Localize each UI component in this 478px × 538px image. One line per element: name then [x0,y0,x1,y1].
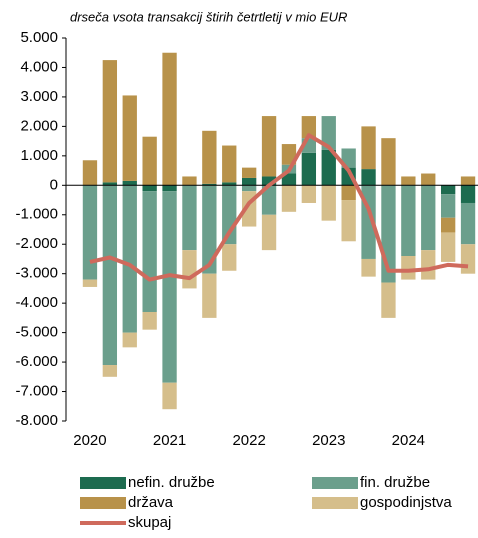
bar-segment [341,148,356,168]
bar-segment [460,185,476,203]
y-tick-label: -2.000 [15,235,58,252]
y-tick-label: 1.000 [20,147,58,164]
bar-segment [102,185,118,366]
legend-swatch [312,497,358,509]
bar-segment [440,232,456,262]
y-tick-label: -6.000 [15,353,58,370]
legend-swatch [80,477,126,489]
bar-segment [82,185,98,280]
bar-segment [162,191,177,383]
bar-segment [162,52,177,186]
bar-segment [182,185,197,251]
bar-segment [421,185,436,251]
bar-segment [460,244,476,274]
bar-segment [301,116,317,139]
bar-segment [381,138,396,186]
bar-segment [361,169,376,186]
bar-segment [162,382,177,410]
bar-segment [381,282,396,318]
y-tick-label: -3.000 [15,265,58,282]
bar-segment [301,152,317,186]
bar-segment [122,180,137,186]
bar-segment [321,116,336,150]
y-tick-label: -4.000 [15,294,58,311]
bar-segment [241,185,257,192]
bar-segment [421,173,436,186]
bar-segment [401,256,416,280]
chart-subtitle: drseča vsota transakcij štirih četrtleti… [70,9,347,24]
bar-segment [341,185,356,201]
bar-segment [281,173,297,186]
bar-segment [102,60,118,183]
bar-segment [182,250,197,289]
bar-segment [281,185,297,212]
y-tick-label: 5.000 [20,29,58,46]
x-tick-label: 2020 [73,432,106,449]
y-tick-label: 3.000 [20,88,58,105]
bar-segment [241,177,257,186]
bar-segment [341,200,356,242]
bar-segment [182,176,197,186]
x-tick-label: 2021 [153,432,186,449]
bar-segment [202,183,217,186]
bar-segment [261,176,277,186]
bar-segment [440,217,456,233]
bar-segment [261,116,277,177]
y-tick-label: 0 [50,176,58,193]
bar-segment [460,176,476,186]
bar-segment [401,185,416,257]
y-tick-label: -5.000 [15,324,58,341]
bar-segment [142,136,157,186]
bar-segment [440,194,456,218]
y-tick-label: -8.000 [15,412,58,429]
bar-segment [321,185,336,221]
bar-segment [361,258,376,277]
bar-segment [122,185,137,333]
bar-segment [102,182,118,186]
x-tick-label: 2023 [312,432,345,449]
legend-label: gospodinjstva [360,494,452,511]
y-tick-label: -7.000 [15,383,58,400]
bar-segment [301,185,317,203]
bar-segment [202,273,217,318]
bar-segment [440,185,456,195]
bar-segment [202,185,217,274]
bar-segment [321,149,336,186]
bar-segment [142,191,157,312]
bar-segment [261,214,277,251]
bar-segment [82,160,98,186]
bar-segment [142,185,157,192]
bar-segment [222,182,237,186]
bar-segment [202,130,217,184]
bar-segment [122,332,137,348]
line-series [89,133,469,282]
bar-segment [281,144,297,165]
bar-segment [222,145,237,183]
legend-swatch [312,477,358,489]
bar-segment [401,176,416,186]
bar-segment [122,95,137,181]
bar-segment [222,244,237,271]
legend-label: nefin. družbe [128,474,215,491]
y-tick-label: 2.000 [20,117,58,134]
y-tick-label: 4.000 [20,58,58,75]
bar-segment [421,250,436,280]
bar-segment [142,311,157,330]
bar-segment [82,279,98,287]
bar-segment [162,185,177,192]
legend-label: skupaj [128,514,171,531]
bar-segment [261,185,277,215]
bar-segment [460,202,476,245]
x-tick-label: 2022 [232,432,265,449]
y-tick-label: -1.000 [15,206,58,223]
legend-label: fin. družbe [360,474,430,491]
bar-segment [102,365,118,377]
bar-segment [361,126,376,170]
legend-swatch [80,497,126,509]
bar-segment [241,167,257,178]
legend-label: država [128,494,174,511]
x-tick-label: 2024 [392,432,425,449]
